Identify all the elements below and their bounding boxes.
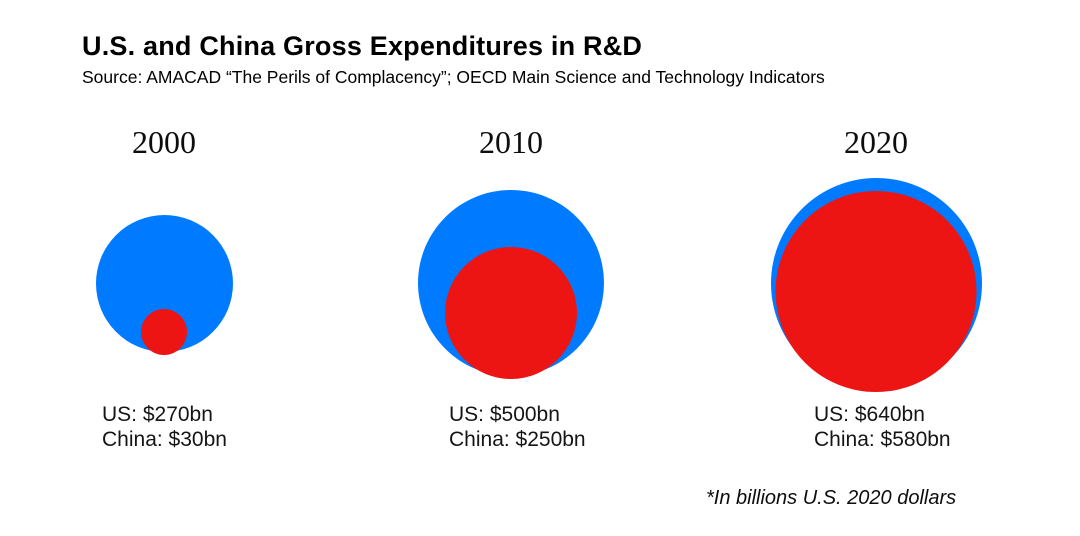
- us-value-label: US: $640bn: [814, 403, 925, 426]
- group-2000: 2000 US: $270bn China: $30bn: [24, 124, 304, 452]
- us-circle: [770, 177, 982, 392]
- us-circle: [418, 190, 604, 379]
- footnote: *In billions U.S. 2020 dollars: [706, 487, 957, 509]
- china-circle: [445, 247, 577, 379]
- us-value-label: US: $500bn: [449, 403, 560, 426]
- china-circle: [775, 190, 977, 392]
- value-labels: US: $500bn China: $250bn: [371, 402, 651, 452]
- group-2020: 2020 US: $640bn China: $580bn: [736, 124, 1016, 452]
- chart-title: U.S. and China Gross Expenditures in R&D: [82, 31, 643, 61]
- value-labels: US: $640bn China: $580bn: [736, 402, 1016, 452]
- year-label: 2010: [479, 124, 543, 160]
- group-2010: 2010 US: $500bn China: $250bn: [371, 124, 651, 452]
- year-label: 2000: [132, 124, 196, 160]
- circle-area: [24, 164, 304, 402]
- circle-area: [371, 164, 651, 402]
- value-labels: US: $270bn China: $30bn: [24, 402, 304, 452]
- china-circle: [141, 308, 187, 355]
- china-value-label: China: $250bn: [449, 428, 586, 451]
- chart-source: Source: AMACAD “The Perils of Complacenc…: [82, 67, 825, 87]
- china-value-label: China: $580bn: [814, 428, 951, 451]
- year-label: 2020: [844, 124, 908, 160]
- circle-area: [736, 164, 1016, 402]
- us-circle: [95, 214, 233, 355]
- us-value-label: US: $270bn: [102, 403, 213, 426]
- china-value-label: China: $30bn: [102, 428, 227, 451]
